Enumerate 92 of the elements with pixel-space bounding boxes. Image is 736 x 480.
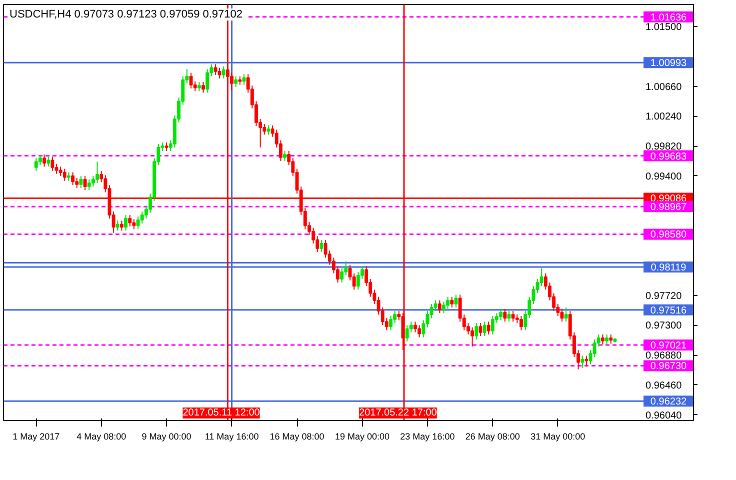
candlestick bbox=[519, 315, 523, 331]
ref-line-label: 1.00993 bbox=[650, 58, 688, 70]
candlestick bbox=[320, 239, 324, 252]
y-tick-label: 0.96880 bbox=[646, 350, 682, 362]
candlestick bbox=[560, 308, 564, 322]
candlestick bbox=[46, 156, 50, 168]
candlestick bbox=[450, 296, 454, 308]
ref-line-label: 0.96232 bbox=[650, 396, 688, 408]
ref-line-label: 0.98967 bbox=[650, 202, 688, 214]
candlestick bbox=[470, 326, 474, 348]
candlestick bbox=[511, 310, 515, 322]
candlestick bbox=[564, 306, 568, 322]
candlestick bbox=[214, 64, 218, 76]
candlestick bbox=[38, 154, 42, 166]
candlestick bbox=[124, 214, 128, 232]
candlestick bbox=[540, 268, 544, 287]
candlestick bbox=[389, 315, 392, 331]
candlestick bbox=[96, 161, 99, 184]
candlestick bbox=[234, 76, 238, 88]
candlestick bbox=[507, 310, 511, 322]
candlestick bbox=[218, 67, 222, 79]
candlestick bbox=[128, 214, 132, 227]
candlestick bbox=[87, 178, 91, 191]
candlestick bbox=[499, 308, 503, 321]
candlestick bbox=[442, 301, 446, 314]
candlestick bbox=[83, 175, 87, 191]
candlestick bbox=[71, 172, 75, 186]
candlestick bbox=[580, 355, 584, 368]
y-tick-label: 1.00240 bbox=[646, 112, 682, 123]
y-tick-label: 0.96040 bbox=[646, 410, 682, 422]
x-tick-label: 16 May 08:00 bbox=[270, 432, 324, 442]
candlestick bbox=[189, 72, 193, 89]
candlestick bbox=[34, 158, 38, 172]
candlestick bbox=[486, 321, 490, 335]
x-tick-label: 31 May 00:00 bbox=[530, 432, 586, 442]
candlestick bbox=[601, 334, 604, 345]
y-tick-label: 0.99820 bbox=[646, 142, 682, 153]
candlestick bbox=[418, 324, 422, 338]
candlestick bbox=[592, 338, 596, 358]
candlestick bbox=[242, 74, 246, 86]
ref-line-label: 0.96730 bbox=[650, 361, 688, 372]
ref-line-label: 1.01636 bbox=[650, 12, 688, 24]
x-tick-label: 23 May 16:00 bbox=[400, 432, 455, 442]
y-tick-label: 0.96460 bbox=[646, 380, 682, 392]
candlestick bbox=[405, 324, 409, 342]
candlestick bbox=[340, 268, 344, 284]
candlestick bbox=[50, 156, 54, 172]
x-tick-label: 4 May 08:00 bbox=[76, 432, 126, 442]
x-tick-label: 11 May 16:00 bbox=[204, 432, 259, 442]
candlestick bbox=[62, 168, 66, 182]
candlestick bbox=[446, 296, 450, 310]
candlestick bbox=[42, 154, 46, 168]
candlestick bbox=[474, 322, 478, 340]
annotation: 2017.05.22 17:00 bbox=[359, 408, 438, 418]
candlestick bbox=[202, 82, 205, 94]
candlestick bbox=[197, 82, 201, 92]
candlestick bbox=[478, 322, 482, 336]
candlestick bbox=[283, 150, 286, 162]
y-tick-label: 0.97300 bbox=[646, 320, 682, 332]
candlestick bbox=[482, 321, 486, 336]
candlestick bbox=[605, 334, 609, 345]
candlestick bbox=[438, 300, 442, 314]
candlestick bbox=[132, 218, 136, 230]
ref-line-label: 0.97021 bbox=[650, 340, 688, 352]
candlestick bbox=[490, 315, 494, 335]
y-tick-label: 0.97720 bbox=[646, 290, 682, 302]
x-tick-label: 26 May 08:00 bbox=[465, 432, 520, 442]
candlestick bbox=[503, 308, 507, 322]
ref-line-label: 0.98580 bbox=[650, 230, 688, 241]
candlestick bbox=[222, 66, 226, 79]
candlestick bbox=[584, 355, 588, 367]
candlestick bbox=[120, 220, 124, 232]
y-tick-label: 1.00660 bbox=[646, 82, 682, 93]
ref-line-label: 0.98119 bbox=[650, 262, 687, 274]
ref-line-label: 0.97516 bbox=[650, 305, 688, 316]
y-tick-label: 0.99400 bbox=[646, 171, 682, 182]
candlestick bbox=[454, 294, 458, 308]
y-tick-label: 1.01500 bbox=[646, 22, 682, 34]
candlestick bbox=[413, 321, 417, 333]
chart-title: USDCHF,H4 0.97073 0.97123 0.97059 0.97102 bbox=[10, 8, 243, 20]
candlestick bbox=[266, 124, 270, 136]
x-tick-label: 9 May 00:00 bbox=[142, 432, 192, 442]
candlestick bbox=[79, 175, 83, 188]
candlestick bbox=[609, 334, 613, 344]
candlestick bbox=[206, 68, 210, 94]
ref-line-label: 0.99683 bbox=[650, 151, 688, 162]
x-tick-label: 19 May 00:00 bbox=[334, 432, 390, 442]
candlestick bbox=[434, 300, 438, 312]
annotation: 2017.05.11 12:00 bbox=[182, 408, 260, 418]
candlestick bbox=[116, 220, 120, 232]
x-tick-label: 1 May 2017 bbox=[12, 432, 60, 442]
candlestick bbox=[91, 175, 95, 188]
